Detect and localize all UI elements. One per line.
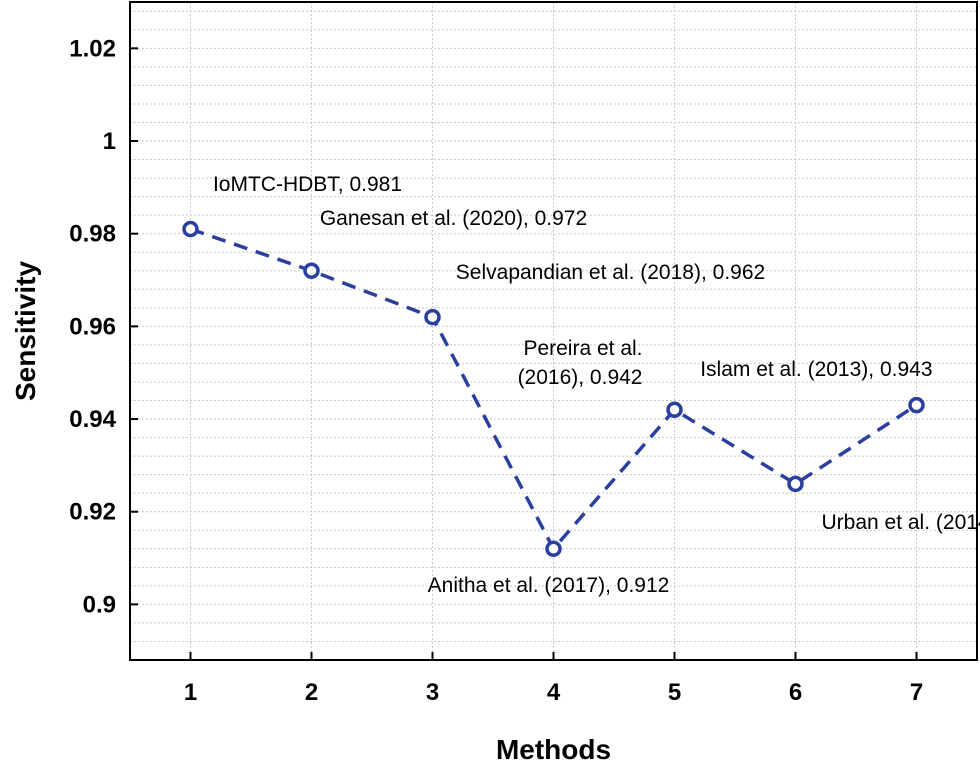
x-axis-title: Methods — [496, 734, 611, 765]
grid — [130, 2, 977, 660]
x-tick-label: 4 — [547, 679, 561, 706]
x-tick-label: 2 — [305, 679, 318, 706]
data-series — [182, 220, 925, 558]
data-point — [545, 540, 562, 558]
x-tick-label: 1 — [184, 679, 197, 706]
data-point — [424, 308, 441, 326]
y-tick-label: 0.92 — [69, 499, 116, 526]
data-label: Urban et al. (2014), 0.926 — [822, 511, 980, 534]
y-tick-label: 1.02 — [69, 35, 116, 62]
annotations: IoMTC-HDBT, 0.981 Ganesan et al. (2020), … — [213, 173, 980, 597]
y-tick-label: 0.9 — [83, 591, 116, 618]
data-point — [182, 220, 199, 238]
data-point — [787, 475, 804, 493]
y-tick-label: 0.96 — [69, 313, 116, 340]
data-label: Selvapandian et al. (2018), 0.962 — [456, 261, 765, 284]
y-tick-label: 0.98 — [69, 221, 116, 248]
data-label: Pereira et al. (2016), 0.942 — [518, 337, 643, 389]
x-tick-label: 3 — [426, 679, 439, 706]
y-tick-label: 1 — [103, 128, 116, 155]
data-label: Ganesan et al. (2020), 0.972 — [320, 207, 587, 230]
x-tick-label: 7 — [910, 679, 923, 706]
x-tick-label: 5 — [668, 679, 681, 706]
data-point — [666, 401, 683, 419]
data-label: Anitha et al. (2017), 0.912 — [428, 574, 670, 597]
x-tick-label: 6 — [789, 679, 802, 706]
axis-ticks: 0.9 0.92 0.94 0.96 0.98 1 1.02 1 2 3 4 5 6 7 — [69, 35, 923, 706]
data-point — [908, 396, 925, 414]
data-label: IoMTC-HDBT, 0.981 — [213, 173, 402, 196]
y-tick-label: 0.94 — [69, 406, 116, 433]
data-label: Islam et al. (2013), 0.943 — [700, 358, 932, 381]
data-point — [303, 262, 320, 280]
y-axis-title: Sensitivity — [10, 261, 41, 401]
